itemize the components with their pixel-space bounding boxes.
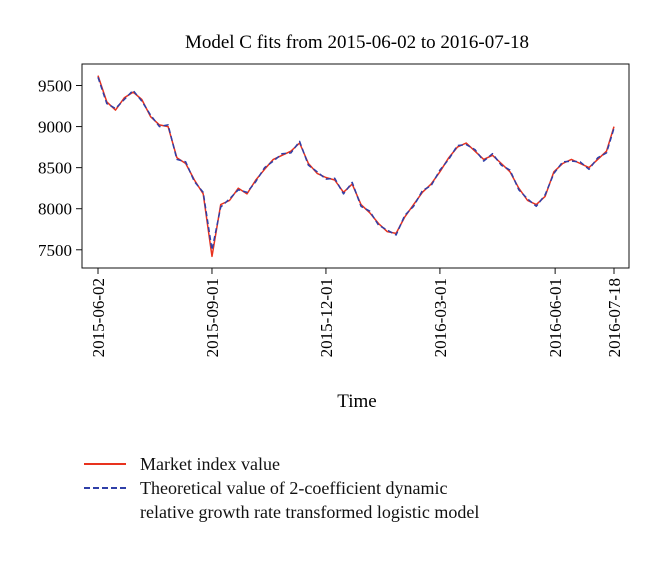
legend-swatch-dashed [84, 487, 126, 489]
x-tick-label: 2015-09-01 [203, 278, 222, 357]
legend-label: Market index value [140, 454, 280, 474]
legend-item-theoretical: Theoretical value of 2-coefficient dynam… [84, 476, 610, 500]
x-axis-label: Time [337, 391, 376, 412]
y-tick-label: 8000 [38, 200, 72, 219]
series-layer [97, 75, 615, 258]
x-axis: 2015-06-02 2015-09-01 2015-12-01 2016-03-01… [89, 268, 624, 357]
chart-title: Model C fits from 2015-06-02 to 2016-07-… [185, 32, 529, 53]
legend-label-continuation: relative growth rate transformed logisti… [140, 502, 480, 522]
x-tick-label: 2016-03-01 [431, 278, 450, 357]
y-tick-label: 9500 [38, 77, 72, 96]
series-line-market [97, 75, 615, 258]
x-tick-label: 2015-06-02 [89, 278, 108, 357]
legend: Market index value Theoretical value of … [84, 452, 610, 524]
legend-swatch-solid [84, 463, 126, 465]
x-tick-label: 2016-07-18 [605, 278, 624, 357]
y-tick-label: 9000 [38, 118, 72, 137]
x-tick-label: 2016-06-01 [546, 278, 565, 357]
series-line-theoretical [97, 77, 615, 251]
y-axis: 7500 8000 8500 9000 9500 [38, 77, 82, 260]
x-tick-label: 2015-12-01 [317, 278, 336, 357]
chart: Model C fits from 2015-06-02 to 2016-07-… [38, 32, 630, 412]
legend-label: Theoretical value of 2-coefficient dynam… [140, 478, 448, 498]
plot-frame [81, 63, 630, 269]
y-tick-label: 8500 [38, 159, 72, 178]
legend-item-market: Market index value [84, 452, 610, 476]
y-tick-label: 7500 [38, 241, 72, 260]
